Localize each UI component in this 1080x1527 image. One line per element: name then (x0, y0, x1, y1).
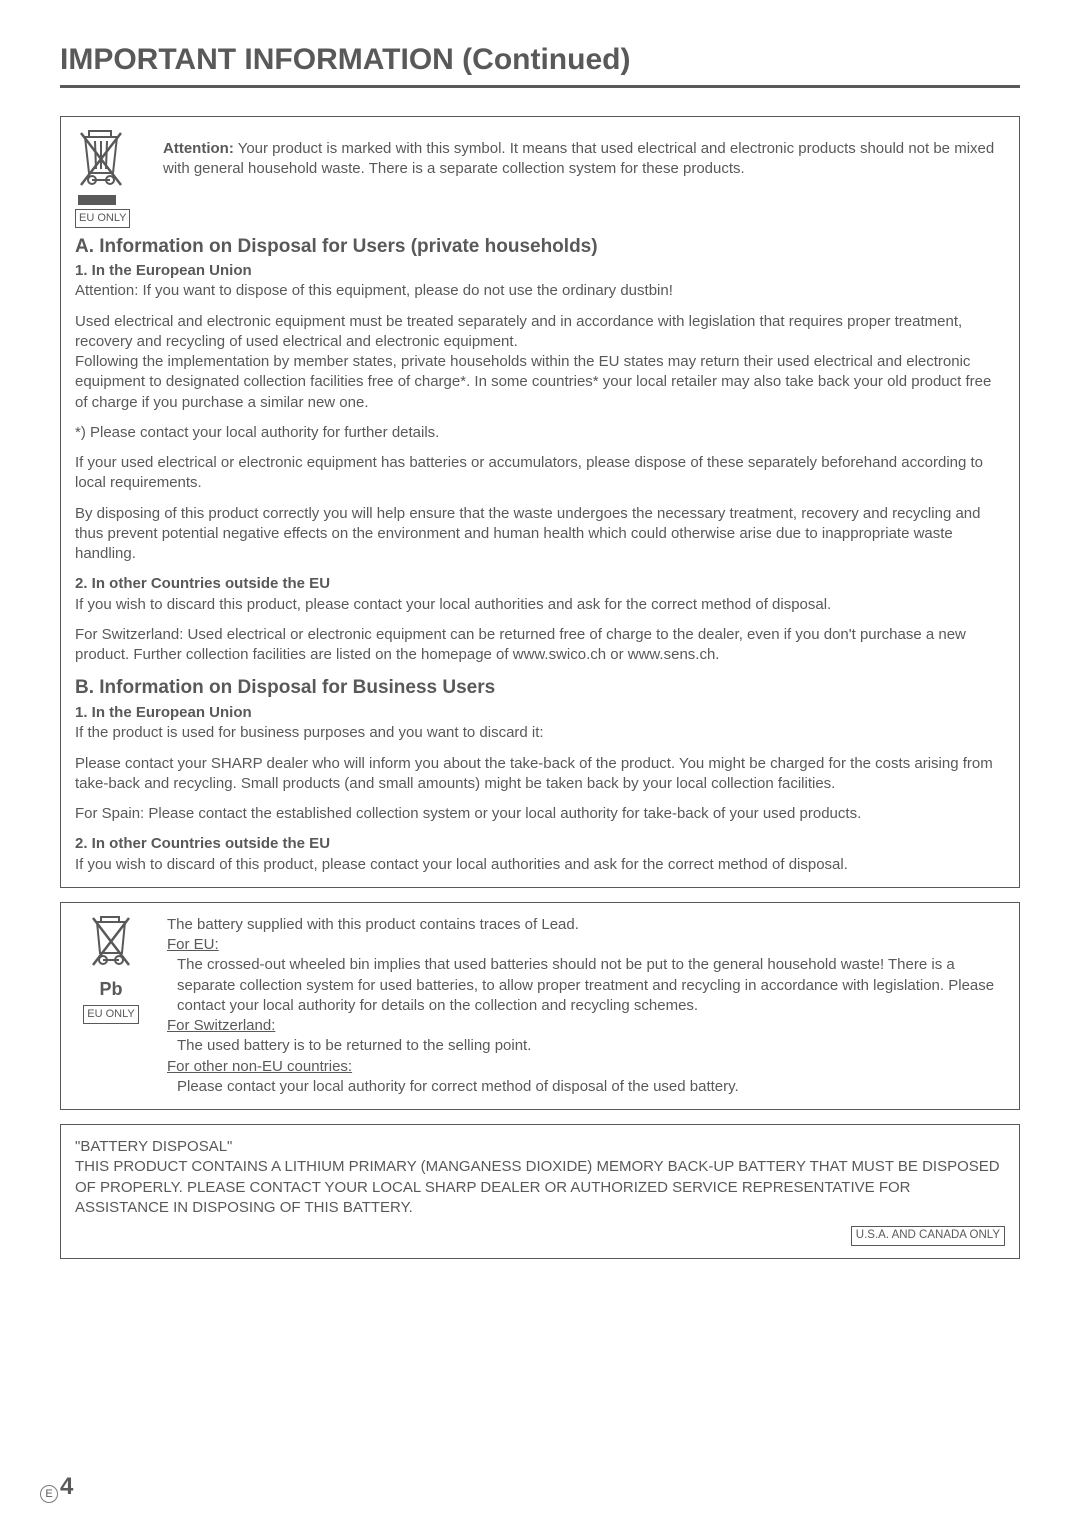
us-battery-text: THIS PRODUCT CONTAINS A LITHIUM PRIMARY … (75, 1157, 1005, 1218)
black-bar-icon (78, 195, 116, 205)
section-b-sub2: 2. In other Countries outside the EU (75, 834, 1005, 854)
section-a-para8: For Switzerland: Used electrical or elec… (75, 625, 1005, 666)
battery-intro: The battery supplied with this product c… (167, 915, 1005, 935)
battery-pb-box: Pb EU ONLY The battery supplied with thi… (60, 902, 1020, 1110)
section-a-title: A. Information on Disposal for Users (pr… (75, 234, 1005, 260)
section-b-title: B. Information on Disposal for Business … (75, 675, 1005, 701)
eu-only-badge: EU ONLY (75, 209, 130, 228)
page-number-letter: E (40, 1485, 58, 1503)
section-b-para4: If you wish to discard of this product, … (75, 855, 1005, 875)
section-b-para2: Please contact your SHARP dealer who wil… (75, 754, 1005, 795)
section-a-para3: Following the implementation by member s… (75, 352, 1005, 413)
battery-eu-only-badge: EU ONLY (83, 1005, 138, 1024)
disposal-info-box: EU ONLY Attention: Your product is marke… (60, 116, 1020, 888)
page-number-digit: 4 (60, 1473, 73, 1500)
section-a-para1: Attention: If you want to dispose of thi… (75, 281, 1005, 301)
for-eu-text: The crossed-out wheeled bin implies that… (177, 955, 1005, 1016)
weee-bin-icon (75, 129, 127, 191)
battery-text-block: The battery supplied with this product c… (167, 915, 1005, 1097)
section-b-para3: For Spain: Please contact the establishe… (75, 804, 1005, 824)
section-a-para6: By disposing of this product correctly y… (75, 504, 1005, 565)
section-a-para5: If your used electrical or electronic eq… (75, 453, 1005, 494)
attention-text: Attention: Your product is marked with t… (163, 139, 1005, 180)
attention-row: EU ONLY Attention: Your product is marke… (75, 129, 1005, 228)
page-title: IMPORTANT INFORMATION (Continued) (60, 40, 1020, 81)
page-number: E4 (40, 1471, 73, 1503)
section-b-sub1: 1. In the European Union (75, 703, 1005, 723)
section-a-para4: *) Please contact your local authority f… (75, 423, 1005, 443)
title-separator (60, 85, 1020, 88)
section-b-para1: If the product is used for business purp… (75, 723, 1005, 743)
for-ch-text: The used battery is to be returned to th… (177, 1036, 1005, 1056)
section-a-para2: Used electrical and electronic equipment… (75, 312, 1005, 353)
attention-body: Your product is marked with this symbol.… (163, 140, 994, 177)
us-canada-only-badge: U.S.A. AND CANADA ONLY (851, 1226, 1005, 1246)
pb-label: Pb (75, 977, 147, 1001)
section-a-sub1: 1. In the European Union (75, 261, 1005, 281)
us-battery-box: "BATTERY DISPOSAL" THIS PRODUCT CONTAINS… (60, 1124, 1020, 1259)
weee-icon-block: EU ONLY (75, 129, 139, 228)
for-eu-label: For EU: (167, 935, 1005, 955)
section-a-para7: If you wish to discard this product, ple… (75, 595, 1005, 615)
section-a-sub2: 2. In other Countries outside the EU (75, 574, 1005, 594)
battery-bin-icon (86, 915, 136, 971)
for-ch-label: For Switzerland: (167, 1016, 1005, 1036)
battery-icon-block: Pb EU ONLY (75, 915, 147, 1024)
for-other-label: For other non-EU countries: (167, 1057, 1005, 1077)
for-other-text: Please contact your local authority for … (177, 1077, 1005, 1097)
us-battery-title: "BATTERY DISPOSAL" (75, 1137, 1005, 1157)
attention-label: Attention: (163, 140, 234, 157)
